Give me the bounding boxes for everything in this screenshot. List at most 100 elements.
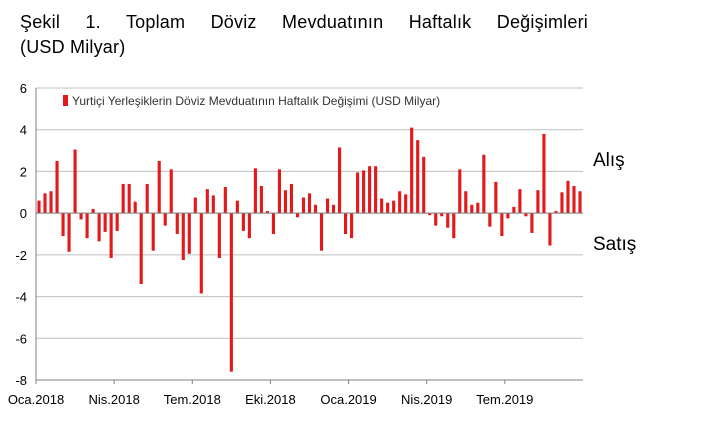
bar xyxy=(199,213,203,294)
x-tick-label: Nis.2018 xyxy=(88,392,139,407)
bar xyxy=(428,213,432,216)
bar xyxy=(452,213,456,239)
bar xyxy=(506,213,510,219)
bar xyxy=(337,147,342,214)
y-tick-label: 4 xyxy=(20,123,27,138)
bar xyxy=(133,201,137,214)
bar xyxy=(331,204,336,214)
bar xyxy=(277,169,282,214)
bar xyxy=(301,197,306,214)
chart-title-line-1: Şekil 1. Toplam Döviz Mevduatının Haftal… xyxy=(20,12,588,32)
bar xyxy=(139,213,143,285)
bar xyxy=(356,172,360,214)
bar xyxy=(404,194,408,214)
bar xyxy=(157,161,161,214)
bar xyxy=(211,195,215,214)
bar xyxy=(572,186,576,214)
gridlines xyxy=(36,87,583,339)
bar xyxy=(350,213,354,239)
bar xyxy=(127,183,131,214)
bar xyxy=(37,200,41,214)
x-axis-ticks: Oca.2018 Nis.2018 Tem.2018 Eki.2018 Oca.2019… xyxy=(8,380,533,407)
bar xyxy=(512,206,516,214)
legend-swatch xyxy=(63,95,68,106)
x-tick-label: Oca.2018 xyxy=(8,392,64,407)
x-tick-label: Nis.2019 xyxy=(401,392,452,407)
y-tick-label: -8 xyxy=(15,373,27,388)
bar xyxy=(235,200,239,214)
buy-label: Alış xyxy=(593,150,625,171)
bar xyxy=(398,191,402,214)
bar xyxy=(500,213,504,237)
bar xyxy=(217,213,221,258)
y-tick-label: -2 xyxy=(15,248,27,263)
y-tick-label: 6 xyxy=(20,81,27,96)
y-axis-ticks: 6 4 2 0 -2 -4 -6 -8 xyxy=(15,81,27,388)
bar xyxy=(524,213,528,217)
bar xyxy=(542,133,546,214)
bar xyxy=(49,191,53,214)
bar xyxy=(115,213,119,231)
bar xyxy=(253,168,257,214)
bar xyxy=(187,213,191,254)
legend-label: Yurtiçi Yerleşiklerin Döviz Mevduatının … xyxy=(72,94,440,108)
x-tick-label: Tem.2018 xyxy=(164,392,221,407)
bar xyxy=(289,183,294,214)
bar xyxy=(380,198,384,214)
x-tick-label: Eki.2018 xyxy=(245,392,296,407)
bar xyxy=(109,213,113,258)
bar xyxy=(458,169,462,214)
bar xyxy=(97,213,101,242)
bar xyxy=(61,213,65,237)
bar xyxy=(169,169,173,214)
bar xyxy=(446,213,450,228)
bar xyxy=(344,213,348,234)
bar xyxy=(181,213,185,261)
bar xyxy=(145,183,149,214)
bar xyxy=(313,204,318,214)
bar xyxy=(205,189,209,214)
bar xyxy=(85,213,89,239)
bar xyxy=(548,213,552,246)
x-tick-label: Oca.2019 xyxy=(320,392,376,407)
y-tick-label: 2 xyxy=(20,164,27,179)
bar xyxy=(530,213,534,233)
bar xyxy=(464,191,468,214)
bar xyxy=(536,190,540,214)
bar xyxy=(362,170,366,214)
bar xyxy=(386,202,390,214)
chart-title: Şekil 1. Toplam Döviz Mevduatının Haftal… xyxy=(20,10,588,60)
y-tick-label: -4 xyxy=(15,290,27,305)
bar xyxy=(578,191,582,214)
bar xyxy=(416,140,420,214)
chart-title-line-2: (USD Milyar) xyxy=(20,37,126,57)
bar xyxy=(554,211,558,214)
sell-label: Satış xyxy=(593,234,636,255)
bar xyxy=(265,211,269,214)
bar xyxy=(422,156,426,214)
bar xyxy=(73,149,77,214)
bar xyxy=(410,127,414,214)
bar xyxy=(79,213,83,220)
bar xyxy=(325,198,330,214)
bar xyxy=(55,161,59,214)
bar xyxy=(374,166,378,214)
bar xyxy=(67,213,71,252)
bar xyxy=(518,189,522,214)
bar xyxy=(392,200,396,214)
bar xyxy=(319,213,324,251)
bar xyxy=(175,213,179,234)
bar xyxy=(223,187,227,214)
axes xyxy=(35,88,583,381)
bar xyxy=(440,213,444,217)
bar xyxy=(229,213,233,372)
bar xyxy=(470,204,474,214)
bar xyxy=(566,180,570,214)
bar xyxy=(307,193,312,214)
y-tick-label: 0 xyxy=(20,206,27,221)
bar xyxy=(295,213,300,218)
y-tick-label: -6 xyxy=(15,331,27,346)
bar xyxy=(271,213,275,234)
bar xyxy=(241,213,245,231)
